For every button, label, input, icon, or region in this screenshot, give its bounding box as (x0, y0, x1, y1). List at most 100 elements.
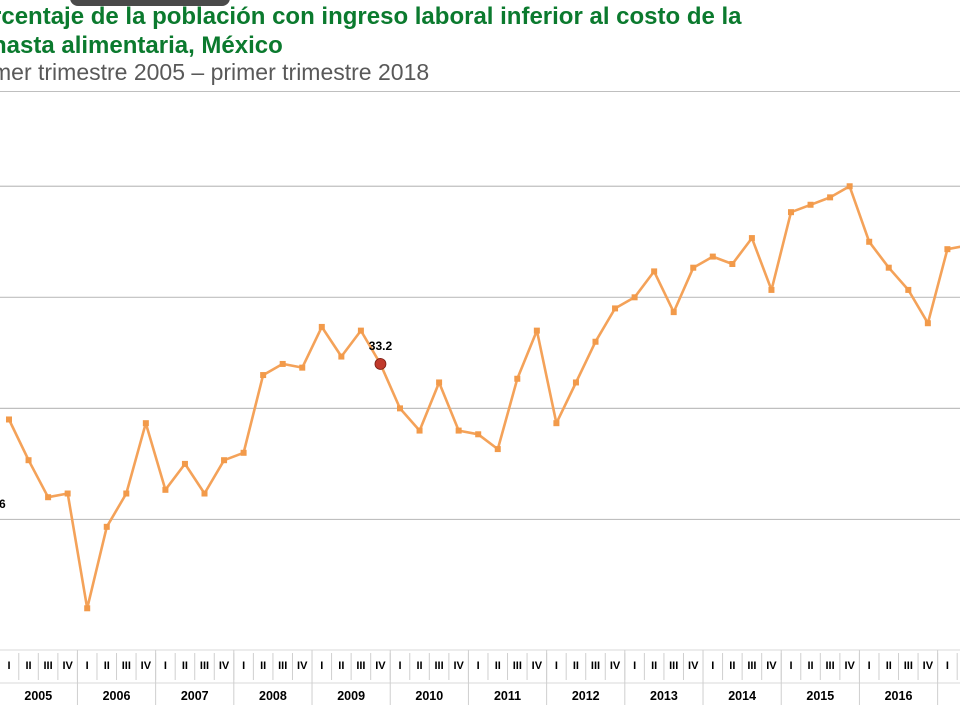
highlight-point (374, 358, 387, 370)
data-point (924, 320, 931, 327)
x-tick-label-quarter: IV (141, 660, 152, 672)
data-point (162, 486, 169, 493)
data-point (181, 460, 188, 467)
x-tick-label-year: 2016 (885, 689, 913, 703)
x-tick-label-year: 2013 (650, 689, 678, 703)
data-point (6, 416, 12, 423)
data-point (572, 379, 579, 386)
x-tick-label-quarter: I (7, 660, 10, 672)
data-point (651, 268, 658, 275)
data-point (748, 235, 755, 242)
data-point (45, 494, 52, 501)
data-point (123, 490, 130, 497)
x-tick-label-quarter: I (164, 660, 167, 672)
data-point (788, 209, 794, 216)
x-tick-label-quarter: IV (610, 660, 621, 672)
x-tick-label-quarter: III (747, 660, 756, 672)
x-tick-label-quarter: I (320, 660, 323, 672)
data-point (494, 446, 501, 453)
chart-title-line1: rcentaje de la población con ingreso lab… (0, 3, 742, 30)
data-point (260, 372, 267, 379)
x-tick-label-quarter: I (946, 660, 949, 672)
x-tick-label-quarter: III (122, 660, 131, 672)
x-tick-label-year: 2008 (259, 689, 287, 703)
x-tick-label-year: 2011 (494, 689, 521, 703)
x-tick-label-quarter: IV (766, 660, 777, 672)
x-tick-label-quarter: IV (375, 660, 386, 672)
top-rule (0, 91, 960, 92)
x-tick-label-quarter: IV (297, 660, 308, 672)
x-tick-label-quarter: II (651, 660, 657, 672)
data-point (279, 360, 286, 367)
x-tick-label-quarter: II (416, 660, 422, 672)
x-tick-label-year: 2015 (806, 689, 834, 703)
x-tick-label-year: 2005 (24, 689, 52, 703)
data-point (103, 523, 110, 530)
x-tick-label-quarter: II (338, 660, 344, 672)
data-point (807, 201, 814, 208)
series-line (7, 185, 960, 610)
x-tick-label-quarter: III (356, 660, 365, 672)
data-point (318, 323, 325, 330)
x-tick-label-quarter: II (807, 660, 813, 672)
x-tick-label-quarter: II (573, 660, 579, 672)
x-tick-label-quarter: II (495, 660, 501, 672)
x-tick-label-quarter: III (904, 660, 913, 672)
x-tick-label-year: 2006 (103, 689, 131, 703)
data-point (592, 338, 599, 345)
x-tick-label-quarter: II (25, 660, 31, 672)
data-point (357, 327, 364, 334)
data-point (690, 264, 697, 271)
x-tick-label-quarter: IV (62, 660, 73, 672)
x-tick-label-quarter: IV (844, 660, 855, 672)
x-tick-label-quarter: III (513, 660, 522, 672)
data-point (709, 253, 716, 260)
x-tick-label-quarter: I (242, 660, 245, 672)
data-label-fragment: 6 (0, 497, 6, 511)
x-tick-label-quarter: III (669, 660, 678, 672)
data-point (885, 264, 892, 271)
data-label: 33.2 (369, 339, 393, 353)
x-tick-label-quarter: IV (688, 660, 699, 672)
data-point (221, 457, 228, 464)
data-point (475, 431, 482, 438)
data-point (201, 490, 208, 497)
x-tick-label-year: 2009 (337, 689, 365, 703)
data-point (514, 375, 521, 382)
x-tick-label-quarter: IV (453, 660, 464, 672)
data-point (612, 305, 619, 312)
x-tick-label-year: 2010 (415, 689, 443, 703)
x-tick-label-quarter: II (729, 660, 735, 672)
x-tick-label-quarter: I (86, 660, 89, 672)
data-point (240, 449, 247, 456)
data-point (670, 309, 677, 316)
x-tick-label-quarter: IV (923, 660, 934, 672)
chart-subtitle: mer trimestre 2005 – primer trimestre 20… (0, 59, 430, 85)
x-tick-label-quarter: II (182, 660, 188, 672)
x-tick-label-quarter: I (711, 660, 714, 672)
data-point (729, 260, 736, 267)
data-point (553, 420, 560, 427)
data-point (299, 364, 306, 371)
data-point (768, 286, 775, 293)
x-tick-label-quarter: I (633, 660, 636, 672)
chart-title-line2: nasta alimentaria, México (0, 32, 283, 59)
data-point (84, 605, 91, 612)
x-tick-label-quarter: I (555, 660, 558, 672)
x-tick-label-quarter: II (104, 660, 110, 672)
x-tick-label-quarter: III (44, 660, 53, 672)
x-tick-label-quarter: III (591, 660, 600, 672)
x-tick-label-year: 2012 (572, 689, 600, 703)
data-point (397, 405, 403, 412)
x-tick-label-quarter: I (477, 660, 480, 672)
data-point (455, 427, 462, 434)
data-point (338, 353, 345, 360)
data-point (846, 183, 853, 190)
data-point (142, 420, 149, 427)
window-tab-fragment (70, 0, 230, 6)
x-tick-label-year: 2014 (728, 689, 756, 703)
x-tick-label-quarter: I (398, 660, 401, 672)
x-tick-label-quarter: IV (219, 660, 230, 672)
x-tick-label-quarter: III (435, 660, 444, 672)
x-tick-label-quarter: III (278, 660, 287, 672)
